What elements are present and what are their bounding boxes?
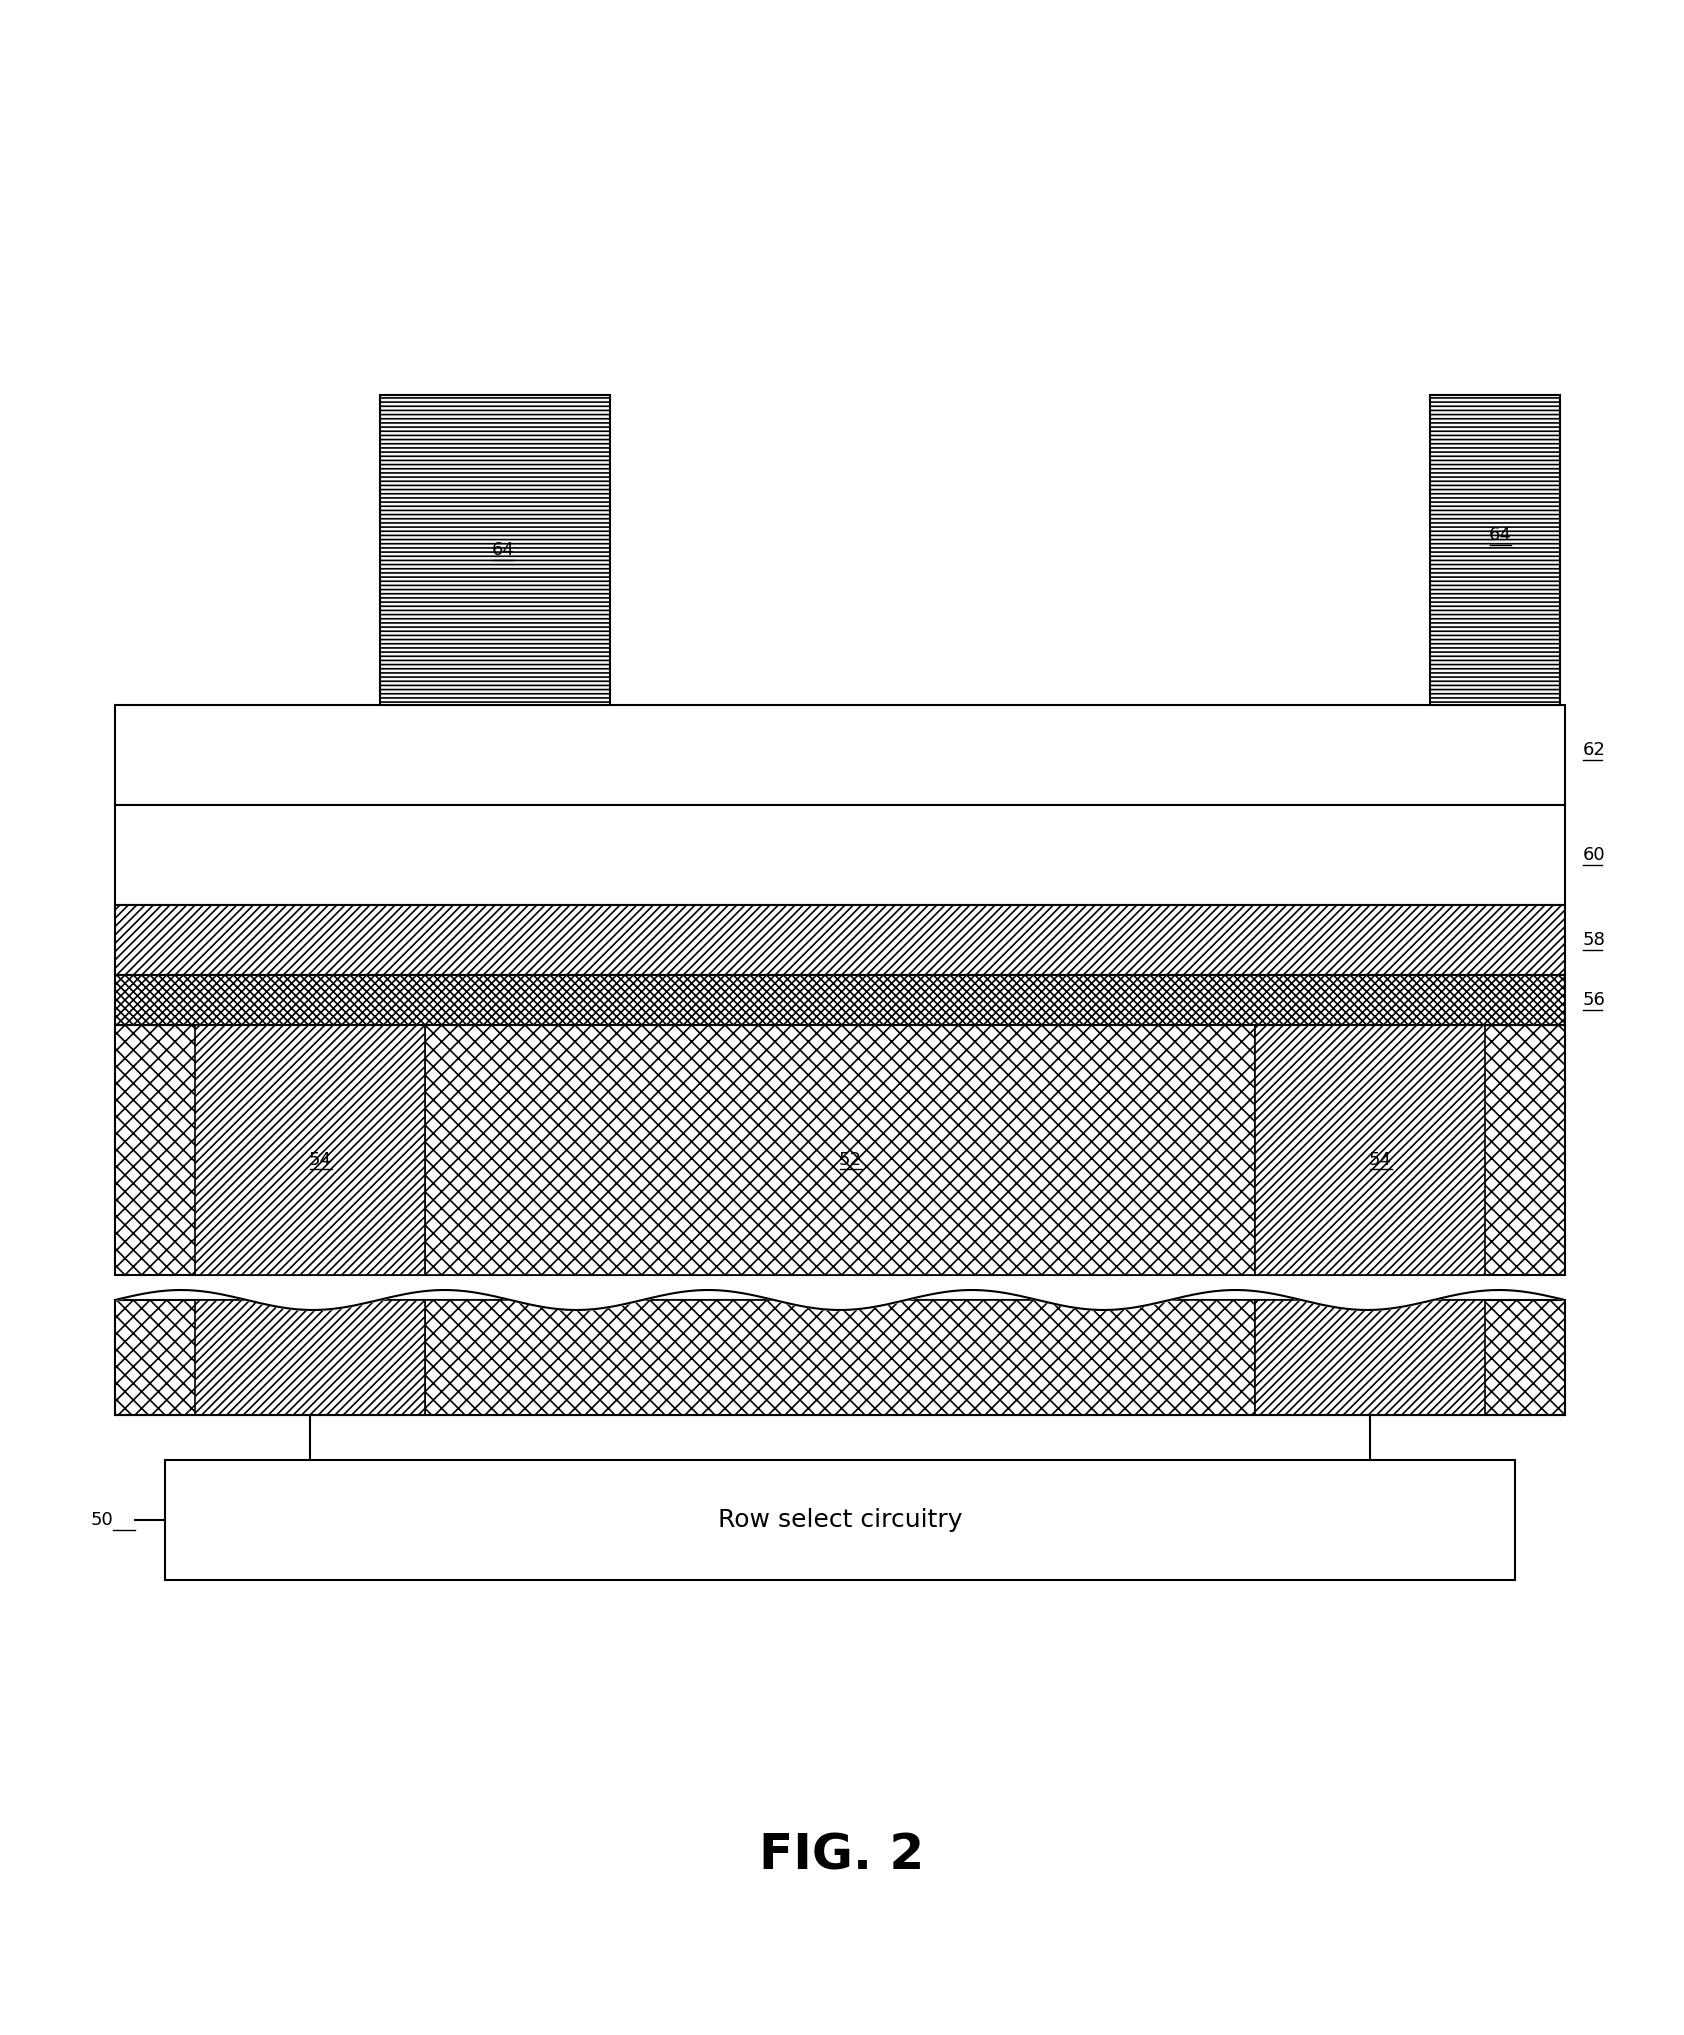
Bar [115, 975, 1564, 1026]
Bar [165, 1459, 1516, 1579]
Bar [195, 1300, 424, 1414]
Text: 58: 58 [1583, 930, 1607, 948]
Bar [115, 1026, 1564, 1276]
Bar [1430, 395, 1559, 704]
Bar [195, 1026, 424, 1276]
Bar [424, 1300, 1255, 1414]
Bar [115, 1300, 1564, 1414]
Bar [424, 1026, 1255, 1276]
Text: 50: 50 [91, 1512, 113, 1528]
Text: 54: 54 [1369, 1152, 1391, 1168]
Bar [381, 395, 610, 704]
Text: FIG. 2: FIG. 2 [759, 1832, 925, 1878]
Text: 52: 52 [839, 1152, 862, 1168]
Text: 64: 64 [1489, 525, 1512, 543]
Text: Row select circuitry: Row select circuitry [717, 1508, 962, 1532]
Text: 64: 64 [492, 541, 514, 560]
Bar [115, 704, 1564, 806]
Text: 60: 60 [1583, 847, 1605, 865]
Bar [1255, 1300, 1485, 1414]
Bar [1255, 1026, 1485, 1276]
Text: 62: 62 [1583, 741, 1607, 759]
Bar [115, 806, 1564, 906]
Text: 54: 54 [308, 1152, 332, 1168]
Bar [115, 906, 1564, 975]
Text: 56: 56 [1583, 991, 1607, 1009]
